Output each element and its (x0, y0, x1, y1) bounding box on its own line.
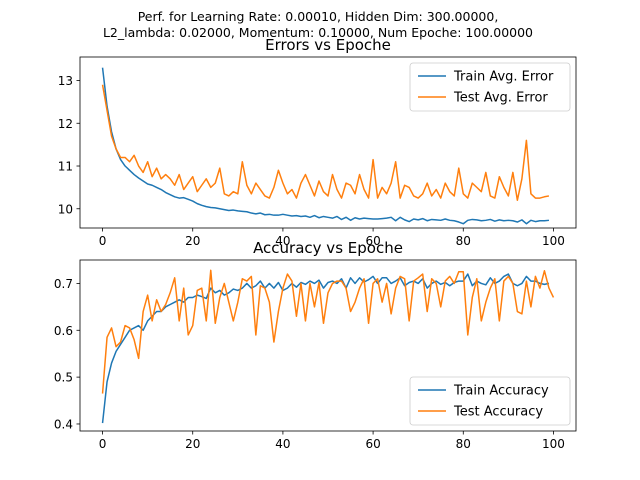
legend-box (409, 62, 571, 112)
x-tick-label: 60 (365, 437, 380, 451)
series-line-train (101, 67, 550, 225)
y-tick-label: 0.6 (54, 324, 73, 338)
y-tick-label: 11 (58, 160, 73, 174)
y-tick-label: 0.4 (54, 417, 73, 431)
x-tick-label: 100 (542, 234, 565, 248)
x-tick-label: 100 (542, 437, 565, 451)
chart-title: Errors vs Epoche (265, 36, 391, 54)
accuracy-chart: Accuracy vs Epoche 0 20 40 60 80 100 0.4 0.5 0.6 0… (54, 239, 577, 451)
figure-suptitle-line1: Perf. for Learning Rate: 0.00010, Hidden… (138, 9, 499, 24)
x-tick-label: 80 (456, 437, 471, 451)
x-tick-label: 40 (275, 234, 290, 248)
axes-frame (79, 259, 577, 432)
chart-legend: Train Avg. Error Test Avg. Error (409, 62, 571, 112)
legend-label-test: Test Avg. Error (453, 91, 548, 106)
y-tick-label: 0.7 (54, 277, 73, 291)
x-tick-label: 40 (275, 437, 290, 451)
series-line-test (101, 269, 555, 394)
legend-box (409, 376, 571, 426)
x-tick-label: 0 (99, 234, 107, 248)
axes-frame (79, 56, 577, 229)
y-tick-label: 12 (58, 117, 73, 131)
chart-legend: Train Accuracy Test Accuracy (409, 376, 571, 426)
legend-label-train: Train Accuracy (453, 384, 549, 399)
y-tick-label: 10 (58, 202, 73, 216)
series-line-test (101, 84, 550, 201)
legend-label-train: Train Avg. Error (453, 70, 554, 85)
x-tick-label: 80 (456, 234, 471, 248)
x-tick-label: 20 (185, 437, 200, 451)
errors-chart: Errors vs Epoche 0 20 40 60 80 100 10 11 12 13 Trai… (58, 36, 577, 248)
figure-suptitle-line2: L2_lambda: 0.02000, Momentum: 0.10000, N… (103, 25, 533, 40)
x-tick-label: 20 (185, 234, 200, 248)
x-tick-label: 60 (365, 234, 380, 248)
y-tick-label: 0.5 (54, 371, 73, 385)
y-tick-label: 13 (58, 74, 73, 88)
legend-label-test: Test Accuracy (453, 405, 543, 420)
chart-title: Accuracy vs Epoche (253, 239, 403, 257)
x-tick-label: 0 (99, 437, 107, 451)
